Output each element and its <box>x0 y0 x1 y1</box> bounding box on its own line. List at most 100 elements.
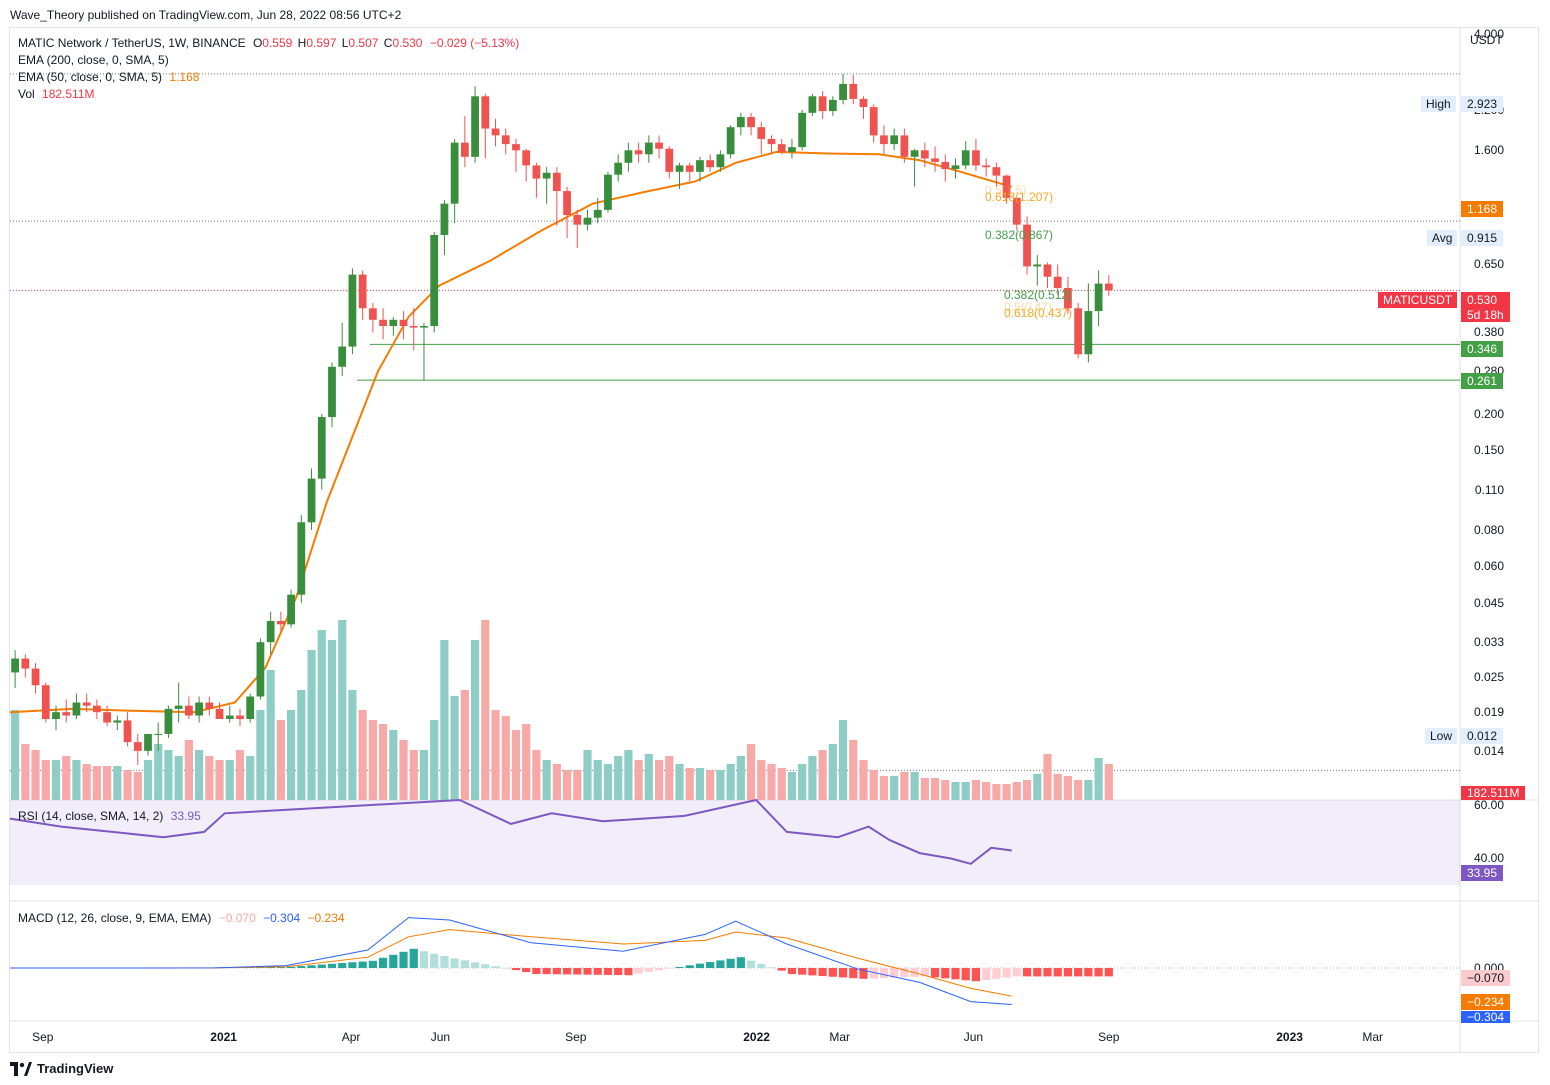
macd-histogram-bar <box>665 968 674 969</box>
macd-histogram-bar <box>685 965 694 968</box>
candle-body <box>82 702 91 706</box>
ohlc-low-label: L <box>341 36 349 50</box>
ema200-legend[interactable]: EMA (200, close, 0, SMA, 5) <box>18 52 169 69</box>
macd-hist-value: −0.070 <box>218 911 256 925</box>
volume-bar <box>82 764 91 800</box>
price-tick-label: 0.380 <box>1473 325 1504 340</box>
volume-bar <box>634 760 643 800</box>
candle-body <box>931 158 939 162</box>
ema50-legend[interactable]: EMA (50, close, 0, SMA, 5) 1.168 <box>18 69 199 86</box>
macd-histogram-bar <box>767 967 776 968</box>
macd-histogram-bar <box>1074 968 1083 977</box>
candle-body <box>144 733 152 751</box>
volume-bar <box>327 640 337 800</box>
volume-legend[interactable]: Vol 182.511M <box>18 86 95 103</box>
volume-bar <box>276 720 285 800</box>
macd-histogram-bar <box>276 966 285 968</box>
volume-bar <box>1022 780 1032 800</box>
macd-label: MACD (12, 26, close, 9, EMA, EMA) <box>18 911 212 925</box>
volume-bar <box>562 770 572 800</box>
volume-bar <box>31 750 40 800</box>
volume-bar <box>1012 782 1021 800</box>
candle-body <box>992 167 1001 176</box>
candle-body <box>62 712 71 716</box>
candle-body <box>358 274 367 309</box>
candle-body <box>215 708 224 720</box>
candle-body <box>41 685 50 720</box>
volume-bar <box>41 760 50 800</box>
candle-body <box>696 160 704 172</box>
candle-body <box>1074 308 1083 355</box>
support2-tag: 0.261 <box>1461 373 1504 389</box>
macd-histogram-bar <box>706 962 715 968</box>
macd-histogram-bar <box>675 966 684 968</box>
volume-bar <box>716 770 725 800</box>
macd-histogram-bar <box>644 968 653 972</box>
macd-histogram-bar <box>634 968 643 974</box>
candle-body <box>103 712 111 723</box>
candle-body <box>154 733 163 735</box>
candle-body <box>92 705 101 713</box>
macd-histogram-bar <box>890 968 899 978</box>
time-tick-label: Jun <box>430 1030 451 1044</box>
macd-histogram-bar <box>971 968 981 982</box>
volume-bar <box>982 782 991 800</box>
price-tick-label: 0.200 <box>1473 406 1504 421</box>
volume-bar <box>123 770 132 800</box>
candle-body <box>21 658 30 669</box>
macd-histogram-bar <box>1012 968 1021 977</box>
candle-body <box>348 274 357 347</box>
macd-histogram-bar <box>460 960 469 968</box>
macd-histogram-bar <box>511 968 521 971</box>
bar-countdown: 5d 18h <box>1467 308 1504 322</box>
macd-histogram-bar <box>654 968 664 971</box>
candle-body <box>849 83 858 99</box>
volume-bar <box>430 720 439 800</box>
candle-body <box>1012 197 1021 225</box>
macd-histogram-bar <box>624 968 633 976</box>
volume-bar <box>685 768 694 800</box>
candle-body <box>1084 311 1093 355</box>
macd-histogram-bar <box>777 968 786 971</box>
volume-bar <box>603 764 613 800</box>
macd-histogram-bar <box>920 968 929 977</box>
macd-histogram-bar <box>532 968 541 974</box>
macd-histogram-bar <box>1033 968 1042 977</box>
macd-histogram-bar <box>879 968 889 978</box>
volume-bar <box>818 750 827 800</box>
symbol-title[interactable]: MATIC Network / TetherUS, 1W, BINANCE <box>18 36 246 50</box>
volume-bar <box>644 754 653 800</box>
candle-body <box>839 83 847 100</box>
macd-legend[interactable]: MACD (12, 26, close, 9, EMA, EMA) −0.070… <box>18 910 345 927</box>
volume-bar <box>552 764 561 800</box>
volume-bar <box>798 764 807 800</box>
volume-bar <box>930 778 940 800</box>
macd-signal-line <box>9 929 1012 997</box>
rsi-value: 33.95 <box>170 809 201 823</box>
volume-bar <box>399 740 408 800</box>
publisher-line: Wave_Theory published on TradingView.com… <box>10 8 402 22</box>
volume-bar <box>174 756 183 800</box>
time-tick-label: 2023 <box>1276 1030 1303 1044</box>
macd-histogram-bar <box>573 968 582 975</box>
volume-bar <box>624 750 633 800</box>
tradingview-logo[interactable]: TradingView <box>10 1061 113 1076</box>
candle-body <box>859 98 868 108</box>
macd-histogram-bar <box>593 968 602 975</box>
candle-body <box>736 117 745 128</box>
rsi-legend[interactable]: RSI (14, close, SMA, 14, 2) 33.95 <box>18 808 201 825</box>
price-tick-label: 0.033 <box>1473 635 1504 650</box>
volume-bar <box>665 756 674 800</box>
macd-histogram-bar <box>1104 968 1113 977</box>
candle-body <box>655 142 663 149</box>
macd-histogram-bar <box>378 957 388 968</box>
volume-bar <box>593 760 602 800</box>
candle-body <box>501 135 510 145</box>
candle-body <box>614 162 623 175</box>
candle-body <box>767 138 776 145</box>
candle-body <box>297 522 306 595</box>
fib-level-2: 0.382(0.867) <box>985 228 1054 242</box>
time-tick-label: Jun <box>963 1030 984 1044</box>
candle-body <box>246 696 255 720</box>
